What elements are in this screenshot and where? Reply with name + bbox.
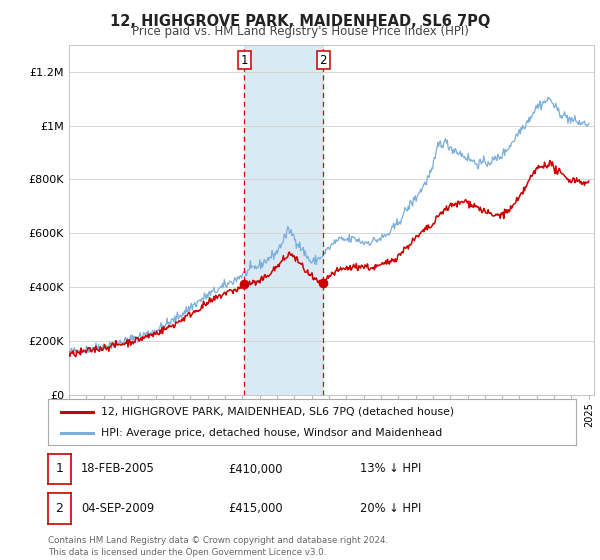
Text: £415,000: £415,000 xyxy=(228,502,283,515)
Bar xyxy=(244,45,323,395)
Text: Price paid vs. HM Land Registry's House Price Index (HPI): Price paid vs. HM Land Registry's House … xyxy=(131,25,469,38)
Text: 1: 1 xyxy=(241,54,248,67)
Text: 1: 1 xyxy=(55,463,64,475)
Text: 12, HIGHGROVE PARK, MAIDENHEAD, SL6 7PQ (detached house): 12, HIGHGROVE PARK, MAIDENHEAD, SL6 7PQ … xyxy=(101,407,454,417)
Text: Contains HM Land Registry data © Crown copyright and database right 2024.
This d: Contains HM Land Registry data © Crown c… xyxy=(48,536,388,557)
Text: 04-SEP-2009: 04-SEP-2009 xyxy=(81,502,154,515)
Text: 18-FEB-2005: 18-FEB-2005 xyxy=(81,463,155,475)
Text: 2: 2 xyxy=(55,502,64,515)
Text: 20% ↓ HPI: 20% ↓ HPI xyxy=(360,502,421,515)
Text: 13% ↓ HPI: 13% ↓ HPI xyxy=(360,463,421,475)
Text: 2: 2 xyxy=(319,54,327,67)
Text: 12, HIGHGROVE PARK, MAIDENHEAD, SL6 7PQ: 12, HIGHGROVE PARK, MAIDENHEAD, SL6 7PQ xyxy=(110,14,490,29)
Text: £410,000: £410,000 xyxy=(228,463,283,475)
Text: HPI: Average price, detached house, Windsor and Maidenhead: HPI: Average price, detached house, Wind… xyxy=(101,428,442,438)
